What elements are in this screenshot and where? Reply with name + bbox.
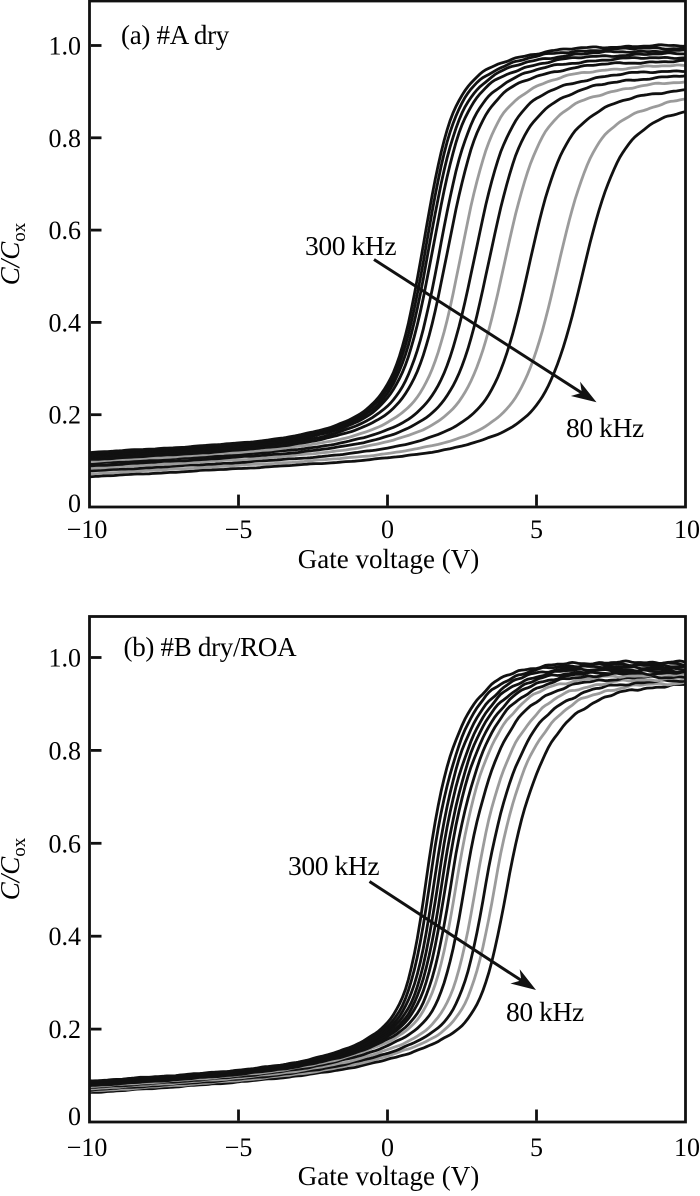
svg-text:300 kHz: 300 kHz — [305, 230, 396, 261]
svg-text:−10: −10 — [67, 1133, 108, 1162]
svg-text:5: 5 — [530, 1133, 543, 1162]
svg-text:10: 10 — [674, 1133, 700, 1162]
svg-text:1.0: 1.0 — [49, 32, 82, 61]
svg-text:(a) #A dry: (a) #A dry — [121, 20, 230, 50]
svg-text:Gate voltage (V): Gate voltage (V) — [298, 1161, 479, 1191]
svg-text:1.0: 1.0 — [49, 644, 82, 673]
svg-text:300 kHz: 300 kHz — [288, 850, 379, 881]
svg-text:0.2: 0.2 — [49, 1015, 82, 1044]
svg-text:10: 10 — [674, 515, 700, 544]
svg-text:0.4: 0.4 — [49, 308, 82, 337]
svg-text:0.6: 0.6 — [49, 216, 82, 245]
svg-text:0: 0 — [68, 489, 81, 518]
svg-text:(b) #B dry/ROA: (b) #B dry/ROA — [124, 632, 298, 662]
svg-text:0: 0 — [68, 1102, 81, 1131]
svg-text:0.8: 0.8 — [49, 736, 82, 765]
svg-text:−10: −10 — [67, 515, 108, 544]
svg-text:0: 0 — [381, 515, 394, 544]
svg-text:80 kHz: 80 kHz — [506, 996, 584, 1027]
svg-text:0.6: 0.6 — [49, 829, 82, 858]
svg-text:5: 5 — [530, 515, 543, 544]
svg-text:0: 0 — [381, 1133, 394, 1162]
svg-text:−5: −5 — [225, 515, 253, 544]
svg-text:−5: −5 — [225, 1133, 253, 1162]
svg-text:0.4: 0.4 — [49, 922, 82, 951]
svg-text:0.8: 0.8 — [49, 124, 82, 153]
svg-text:0.2: 0.2 — [49, 401, 82, 430]
svg-text:Gate voltage (V): Gate voltage (V) — [298, 544, 479, 574]
svg-text:80 kHz: 80 kHz — [566, 412, 644, 443]
